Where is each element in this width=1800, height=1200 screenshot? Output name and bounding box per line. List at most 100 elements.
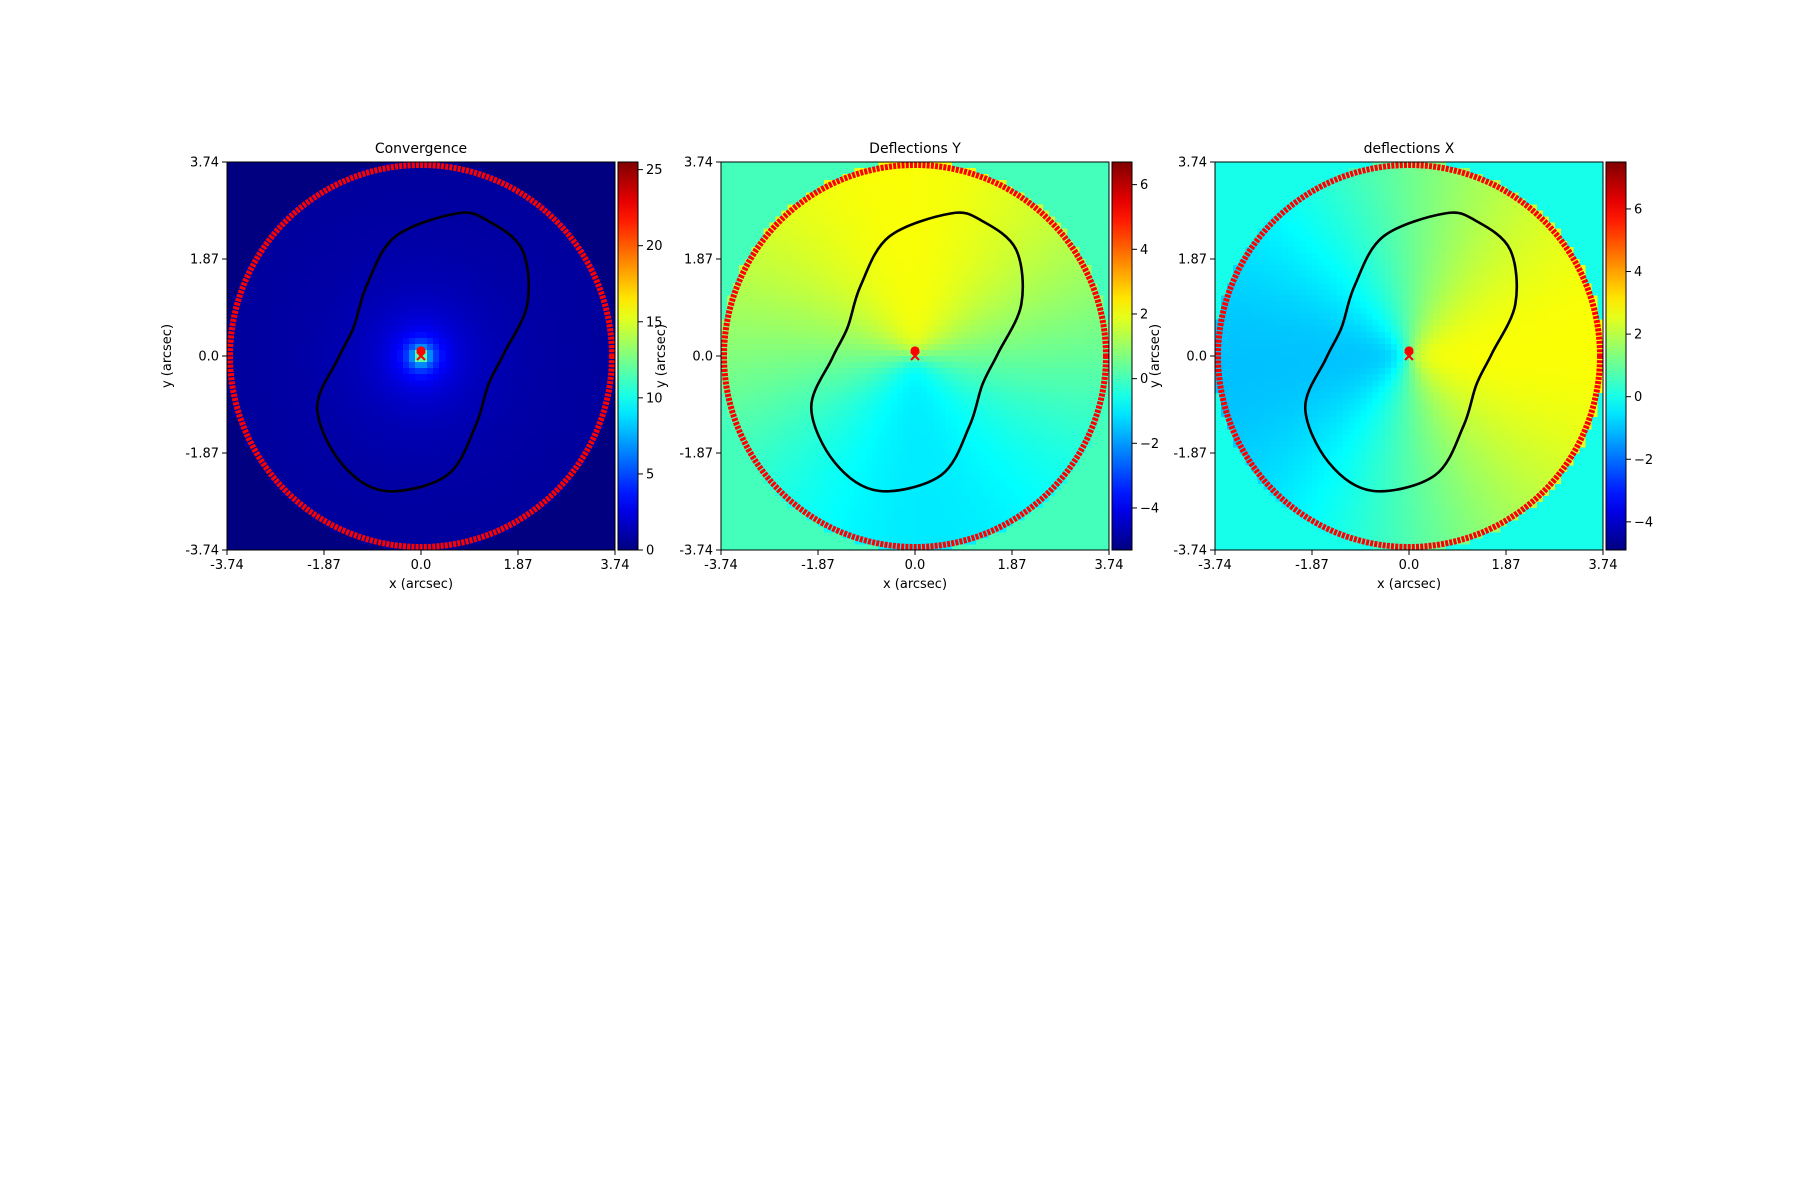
heatmap-cell [463, 404, 471, 412]
heatmap-cell [396, 513, 404, 521]
heatmap-cell [317, 428, 325, 436]
heatmap-cell [842, 386, 849, 393]
heatmap-cell [818, 313, 825, 321]
heatmap-cell [751, 428, 758, 436]
heatmap-cell [481, 356, 489, 363]
heatmap-cell [414, 252, 422, 260]
heatmap-cell [511, 362, 519, 369]
heatmap-cell [842, 343, 849, 351]
heatmap-cell [860, 428, 868, 436]
heatmap-cell [848, 428, 855, 436]
heatmap-cell [548, 440, 555, 448]
heatmap-cell [414, 331, 422, 339]
heatmap-cell [530, 356, 537, 363]
heatmap-cell [257, 283, 264, 290]
heatmap-cell [396, 459, 404, 466]
heatmap-cell [499, 434, 507, 442]
heatmap-cell [233, 307, 240, 315]
heatmap-cell [842, 228, 849, 236]
heatmap-cell [511, 198, 519, 206]
heatmap-cell [324, 422, 331, 430]
heatmap-cell [505, 446, 513, 454]
heatmap-cell [890, 192, 898, 199]
heatmap-cell [451, 440, 458, 448]
heatmap-cell [402, 380, 410, 387]
heatmap-cell [469, 374, 477, 381]
heatmap-cell [239, 325, 246, 333]
heatmap-cell [451, 459, 458, 466]
heatmap-cell [463, 471, 471, 478]
heatmap-cell [793, 234, 801, 242]
heatmap-cell [602, 307, 610, 315]
heatmap-cell [433, 186, 440, 193]
heatmap-cell [908, 398, 916, 406]
heatmap-cell [457, 368, 465, 375]
heatmap-cell [848, 252, 855, 260]
heatmap-cell [433, 495, 440, 503]
heatmap-cell [505, 319, 513, 327]
heatmap-cell [793, 428, 801, 436]
heatmap-cell [884, 337, 892, 345]
heatmap-cell [818, 513, 825, 521]
heatmap-cell [414, 174, 422, 181]
heatmap-cell [402, 428, 410, 436]
heatmap-cell [330, 489, 337, 497]
heatmap-cell [239, 349, 246, 357]
heatmap-cell [269, 459, 277, 466]
heatmap-cell [366, 410, 374, 418]
heatmap-cell [896, 519, 904, 527]
heatmap-cell [445, 422, 452, 430]
heatmap-cell [348, 410, 355, 418]
heatmap-cell [372, 331, 380, 339]
heatmap-cell [878, 483, 886, 490]
heatmap-cell [824, 513, 831, 521]
heatmap-cell [372, 301, 380, 309]
heatmap-cell [739, 398, 746, 406]
heatmap-cell [263, 295, 271, 303]
heatmap-cell [293, 259, 301, 266]
heatmap-cell [542, 277, 549, 284]
heatmap-cell [251, 271, 258, 278]
heatmap-cell [811, 277, 819, 284]
heatmap-cell [548, 331, 555, 339]
heatmap-cell [836, 368, 843, 375]
heatmap-cell [781, 259, 789, 266]
heatmap-cell [902, 483, 910, 490]
heatmap-cell [739, 301, 746, 309]
heatmap-cell [578, 301, 586, 309]
heatmap-cell [554, 343, 562, 351]
heatmap-cell [908, 471, 916, 478]
heatmap-cell [884, 331, 892, 339]
heatmap-cell [354, 434, 361, 442]
heatmap-cell [878, 477, 886, 484]
heatmap-cell [451, 216, 458, 224]
heatmap-cell [354, 495, 361, 503]
heatmap-cell [848, 465, 855, 472]
heatmap-cell [324, 325, 331, 333]
heatmap-cell [578, 307, 586, 315]
heatmap-cell [505, 513, 513, 521]
heatmap-cell [487, 186, 495, 193]
heatmap-cell [342, 471, 349, 478]
heatmap-cell [324, 410, 331, 418]
heatmap-cell [793, 277, 801, 284]
heatmap-cell [366, 283, 374, 290]
heatmap-cell [830, 501, 837, 509]
heatmap-cell [842, 246, 849, 254]
heatmap-cell [366, 440, 374, 448]
heatmap-cell [818, 428, 825, 436]
heatmap-cell [872, 192, 880, 199]
heatmap-cell [536, 398, 543, 406]
heatmap-cell [311, 374, 319, 381]
heatmap-cell [751, 440, 758, 448]
heatmap-cell [457, 331, 465, 339]
heatmap-cell [524, 434, 531, 442]
heatmap-cell [372, 283, 380, 290]
heatmap-cell [830, 283, 837, 290]
heatmap-cell [342, 374, 349, 381]
heatmap-cell [560, 446, 568, 454]
heatmap-cell [311, 210, 319, 218]
heatmap-cell [421, 392, 428, 400]
heatmap-cell [263, 398, 271, 406]
heatmap-cell [878, 525, 886, 533]
